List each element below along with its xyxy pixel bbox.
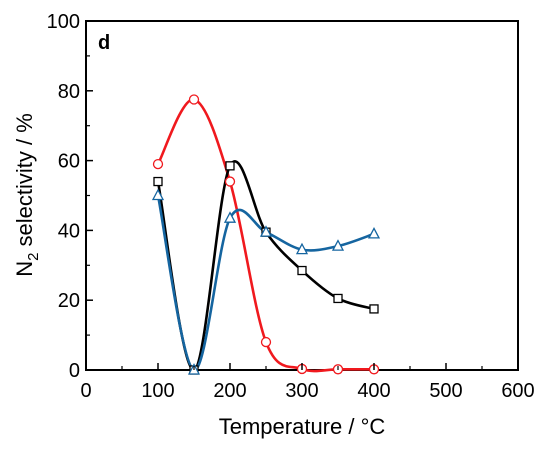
- y-tick-label: 40: [58, 220, 80, 242]
- y-tick-label: 20: [58, 290, 80, 312]
- data-point-triangle: [151, 188, 165, 201]
- x-axis-ticks: 0 100 200 300 400 500 600: [80, 363, 535, 402]
- data-point-square: [153, 176, 163, 187]
- x-tick-label: 300: [285, 380, 318, 402]
- x-tick-label: 200: [213, 380, 246, 402]
- data-point-circle: [188, 94, 200, 105]
- y-axis-ticks: 0 20 40 60 80 100: [47, 11, 93, 382]
- y-axis-title-subscript: 2: [25, 253, 42, 261]
- series-markers: [151, 94, 381, 375]
- x-tick-label: 600: [501, 380, 534, 402]
- y-tick-label: 0: [69, 360, 80, 382]
- data-point-triangle: [331, 239, 345, 251]
- x-tick-label: 500: [429, 380, 462, 402]
- y-axis-title-main: N: [12, 261, 37, 277]
- data-point-circle: [152, 158, 164, 170]
- series-line-triangle: [156, 195, 375, 372]
- data-point-square: [297, 265, 307, 276]
- x-tick-label: 400: [357, 380, 390, 402]
- data-point-triangle: [259, 225, 273, 237]
- y-tick-label: 80: [58, 81, 80, 103]
- data-point-square: [225, 161, 235, 171]
- x-axis-title: Temperature / °C: [219, 414, 386, 439]
- x-tick-label: 0: [80, 380, 91, 402]
- plot-frame: [85, 20, 519, 371]
- y-axis-title-rest: selectivity / %: [12, 113, 37, 252]
- data-point-square: [369, 304, 379, 314]
- data-point-triangle: [223, 211, 237, 223]
- data-point-triangle: [295, 242, 309, 255]
- y-axis-title: N2 selectivity / %: [12, 113, 42, 277]
- data-point-circle: [260, 336, 272, 348]
- data-point-triangle: [367, 226, 381, 239]
- y-tick-label: 100: [47, 11, 80, 33]
- y-tick-label: 60: [58, 151, 80, 173]
- panel-label: d: [98, 32, 110, 54]
- data-point-square: [333, 293, 343, 304]
- x-tick-label: 100: [141, 380, 174, 402]
- data-point-circle: [224, 176, 236, 187]
